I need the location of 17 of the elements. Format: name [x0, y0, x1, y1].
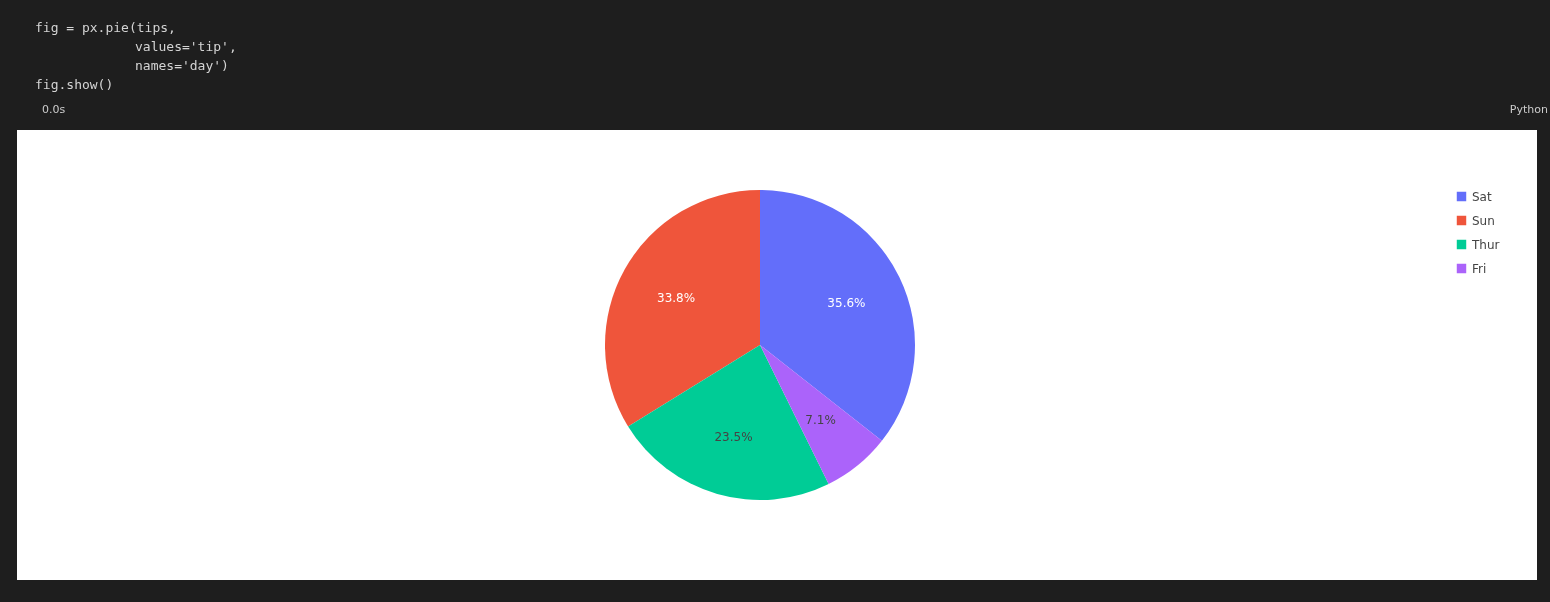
text: fig = px.pie(tips, [35, 20, 176, 35]
data-label: 33.8% [657, 291, 696, 306]
pie-slice [605, 190, 760, 427]
pie-slice [760, 190, 915, 441]
text: Python [1509, 103, 1549, 116]
text: values='tip', [135, 39, 237, 54]
pie-slice [760, 345, 882, 484]
data-label: 23.5% [714, 430, 753, 445]
data-label: 35.6% [827, 295, 866, 310]
legend-label: Fri [1472, 261, 1487, 276]
text: 0.0s [42, 103, 66, 116]
legend-label: Sun [1472, 213, 1495, 228]
data-label: 7.1% [805, 412, 836, 427]
text: fig.show() [35, 77, 114, 92]
text: names='day') [135, 58, 229, 73]
legend-label: Thur [1471, 237, 1500, 252]
legend-label: Sat [1472, 189, 1492, 204]
